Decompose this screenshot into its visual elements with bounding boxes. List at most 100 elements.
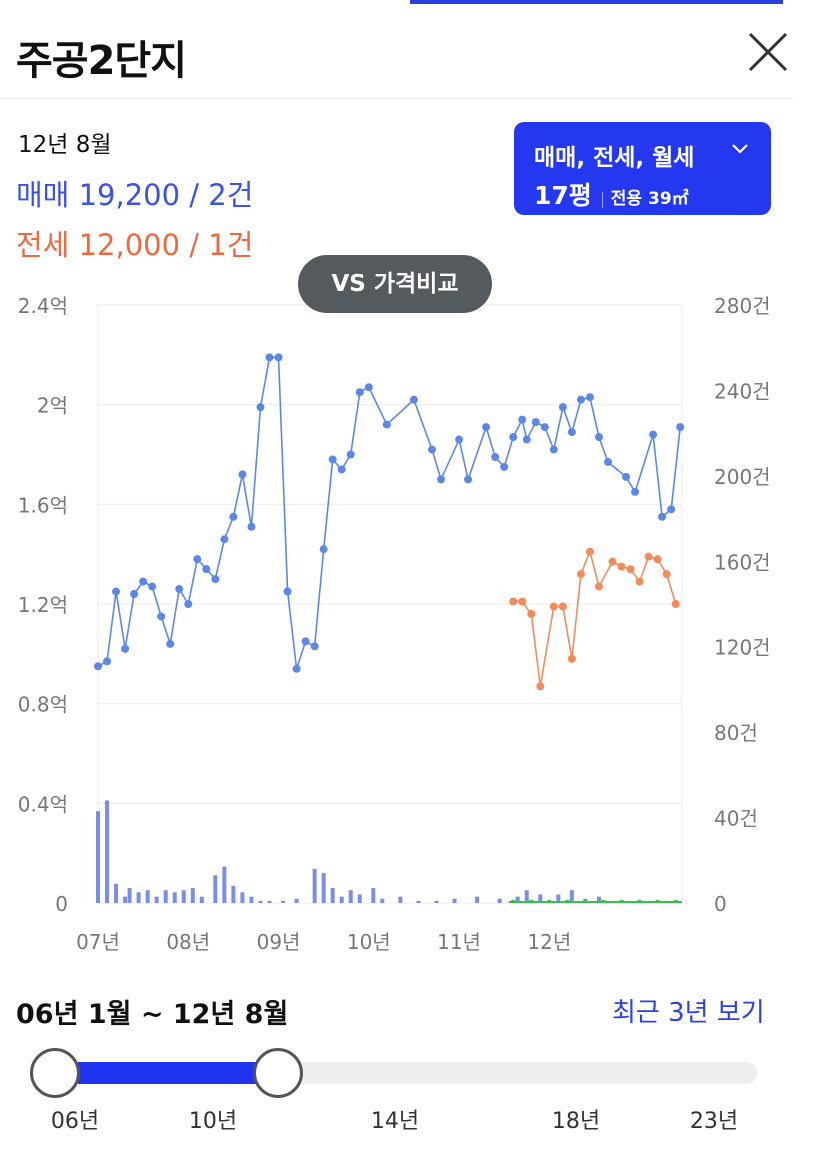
jeonse-price-line (513, 549, 677, 687)
sale-price-point (247, 522, 256, 531)
jeonse-price-point (558, 602, 567, 611)
top-accent-bar (410, 0, 783, 4)
volume-bar (452, 898, 457, 903)
y-left-tick-label: 2억 (37, 394, 68, 418)
sale-price-point (310, 642, 319, 651)
slider-tick-label: 14년 (370, 1109, 420, 1134)
volume-bar (172, 892, 177, 903)
jeonse-price-point (576, 570, 585, 579)
sale-price-point (649, 430, 658, 439)
volume-bar (339, 896, 344, 903)
sale-price-point (103, 657, 112, 666)
sale-price-point (112, 587, 121, 596)
volume-bar (538, 894, 543, 903)
jeonse-price-point (527, 609, 536, 618)
page-title: 주공2단지 (16, 38, 187, 84)
sale-price-point (667, 505, 676, 514)
deal-type-filter-button[interactable]: 매매, 전세, 월세 17평 전용 39㎡ (514, 122, 771, 215)
sale-price-point (283, 587, 292, 596)
sale-price-point (301, 637, 310, 646)
y-right-tick-label: 40건 (714, 807, 758, 831)
y-right-tick-label: 0 (714, 892, 727, 916)
slider-tick-label: 10년 (188, 1109, 238, 1134)
jeonse-price-point (509, 597, 518, 606)
sale-price-point (540, 423, 549, 432)
sale-price-point (631, 487, 640, 496)
volume-bar (497, 898, 502, 903)
jeonse-price-point (662, 570, 671, 579)
sale-price-point (658, 512, 667, 521)
y-right-tick-label: 280건 (714, 294, 771, 318)
volume-bar (357, 894, 362, 903)
volume-bar (136, 892, 141, 903)
volume-bar (190, 888, 195, 903)
volume-bar (114, 883, 119, 903)
sale-price-point (184, 600, 193, 608)
sale-price-point (319, 545, 328, 554)
x-tick-label: 12년 (527, 930, 571, 954)
sale-price-point (139, 577, 148, 586)
sale-price-point (328, 455, 337, 464)
y-left-tick-label: 0 (55, 892, 68, 916)
sale-price-point (576, 395, 585, 404)
sale-price-point (220, 535, 229, 544)
volume-bar (163, 890, 168, 903)
recent-3-years-link[interactable]: 최근 3년 보기 (612, 998, 765, 1028)
y-left-tick-label: 1.6억 (18, 493, 68, 517)
sale-price-point (603, 457, 612, 466)
volume-bar (569, 890, 574, 903)
x-tick-label: 10년 (347, 930, 391, 954)
vs-compare-button[interactable]: VS 가격비교 (298, 255, 492, 313)
slider-tick-label: 23년 (689, 1109, 739, 1134)
jeonse-price-point (518, 597, 527, 606)
sale-price-point (382, 420, 391, 429)
sale-price-point (464, 475, 473, 484)
sale-price-point (427, 445, 436, 454)
period-slider-end-handle[interactable] (253, 1048, 303, 1098)
sale-price-point (274, 353, 283, 362)
volume-bar (475, 896, 480, 903)
period-slider-fill (78, 1062, 278, 1084)
volume-bar (258, 900, 263, 903)
jeonse-price-point (549, 602, 558, 611)
volume-bar (199, 896, 204, 903)
jeonse-price-point (617, 562, 626, 571)
sale-price-point (211, 575, 220, 584)
volume-bar (127, 888, 132, 903)
y-right-tick-label: 200건 (714, 465, 771, 489)
close-icon[interactable] (742, 26, 794, 78)
jeonse-price-point (671, 600, 680, 608)
jeonse-price-point (626, 565, 635, 574)
volume-bar (321, 873, 326, 903)
selected-date: 12년 8월 (18, 132, 112, 158)
header-divider (0, 98, 793, 99)
sale-price-point (549, 445, 558, 454)
volume-bar (371, 888, 376, 903)
jeonse-price-point (594, 582, 603, 591)
pyeong-label: 17평 (534, 181, 592, 210)
sale-price-point (482, 423, 491, 432)
volume-bar (222, 866, 227, 903)
volume-bar (96, 811, 100, 903)
period-slider-start-handle[interactable] (30, 1048, 80, 1098)
sale-price-point (337, 465, 346, 474)
volume-bar (416, 900, 421, 903)
jeonse-price-point (567, 654, 576, 663)
sale-price-point (676, 423, 685, 432)
volume-bar (267, 900, 272, 903)
y-left-tick-label: 1.2억 (18, 593, 68, 617)
slider-tick-label: 18년 (551, 1109, 601, 1134)
volume-bar (213, 875, 218, 903)
sale-price-point (265, 353, 274, 362)
volume-bar (596, 896, 601, 903)
jeonse-summary: 전세 12,000 / 1건 (16, 228, 254, 262)
sale-price-point (409, 395, 418, 404)
jeonse-price-point (608, 557, 617, 566)
deal-types-label: 매매, 전세, 월세 (534, 145, 695, 171)
x-tick-label: 09년 (257, 930, 301, 954)
sale-price-point (355, 388, 364, 397)
volume-bar (380, 898, 385, 903)
y-right-tick-label: 120건 (714, 636, 771, 660)
volume-bar (154, 896, 159, 903)
sale-price-point (531, 418, 540, 427)
